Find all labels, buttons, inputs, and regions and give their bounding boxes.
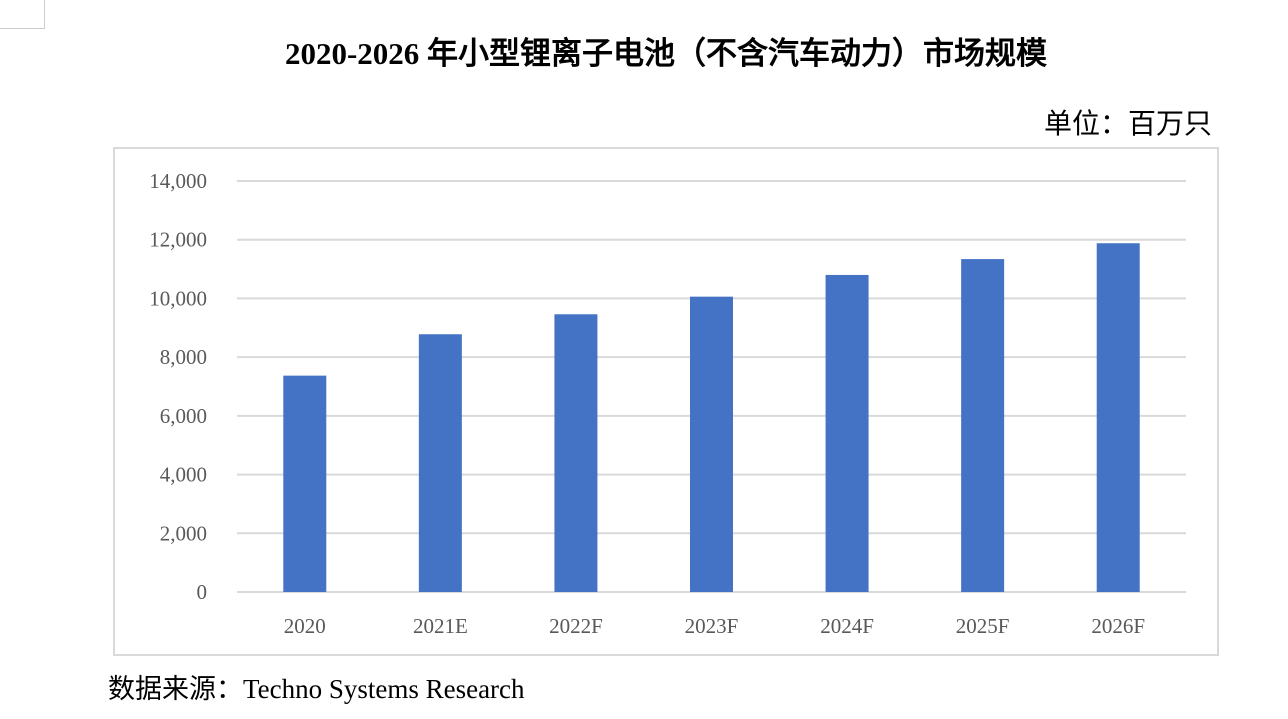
- y-tick-label: 0: [197, 580, 208, 604]
- x-tick-label: 2026F: [1091, 614, 1145, 638]
- bar-2020: [283, 375, 327, 592]
- y-tick-label: 4,000: [160, 463, 207, 487]
- bar-2026F: [1096, 243, 1140, 593]
- page-corner-mark: [0, 0, 45, 29]
- bar-2022F: [554, 314, 598, 592]
- y-tick-label: 2,000: [160, 521, 207, 545]
- y-tick-label: 14,000: [149, 169, 207, 193]
- bar-2023F: [690, 296, 733, 592]
- chart-title: 2020-2026 年小型锂离子电池（不含汽车动力）市场规模: [284, 36, 1048, 71]
- bar-2021E: [418, 334, 462, 592]
- x-tick-label: 2025F: [956, 614, 1010, 638]
- bar-2024F: [825, 274, 869, 592]
- source-note: 数据来源：Techno Systems Research: [108, 674, 525, 704]
- chart-frame: [113, 147, 1219, 656]
- y-tick-label: 6,000: [160, 404, 207, 428]
- x-tick-label: 2020: [284, 614, 326, 638]
- bar-2025F: [961, 259, 1005, 592]
- y-tick-label: 8,000: [160, 345, 207, 369]
- x-tick-label: 2024F: [820, 614, 874, 638]
- unit-label: 单位：百万只: [1043, 109, 1212, 140]
- y-tick-label: 10,000: [149, 286, 207, 310]
- x-tick-label: 2023F: [685, 614, 739, 638]
- x-tick-label: 2022F: [549, 614, 603, 638]
- x-tick-label: 2021E: [413, 614, 468, 638]
- y-tick-label: 12,000: [149, 228, 207, 252]
